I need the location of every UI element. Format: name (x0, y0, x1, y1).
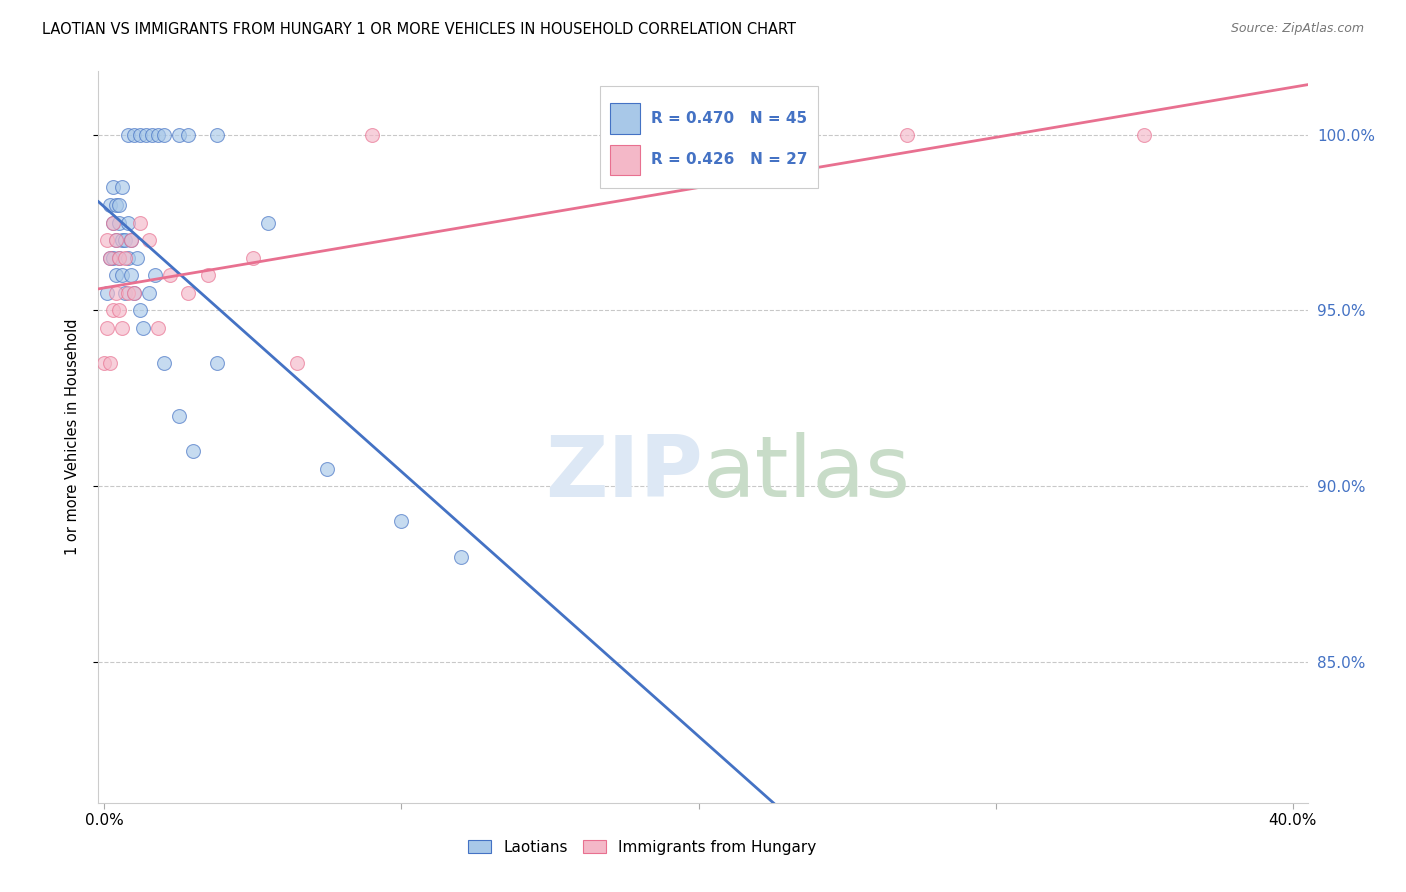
Point (122, 128, 145, 142)
Point (105, 268, 128, 283)
Point (93, 356, 115, 370)
Point (129, 128, 152, 142)
Point (129, 216, 152, 230)
Point (108, 251, 131, 265)
Point (197, 268, 219, 283)
Point (129, 303, 152, 318)
Point (108, 303, 131, 318)
Text: LAOTIAN VS IMMIGRANTS FROM HUNGARY 1 OR MORE VEHICLES IN HOUSEHOLD CORRELATION C: LAOTIAN VS IMMIGRANTS FROM HUNGARY 1 OR … (42, 22, 796, 37)
Point (96, 285, 118, 300)
Point (98, 251, 121, 265)
Point (108, 251, 131, 265)
Point (256, 216, 278, 230)
Point (122, 285, 145, 300)
FancyBboxPatch shape (610, 103, 640, 134)
Point (152, 128, 174, 142)
Point (391, 515, 413, 529)
Point (1133, 128, 1156, 142)
Point (176, 285, 198, 300)
Point (132, 321, 155, 335)
Point (450, 549, 472, 564)
Text: R = 0.426   N = 27: R = 0.426 N = 27 (651, 152, 807, 167)
Point (105, 233, 128, 247)
Point (167, 409, 190, 423)
Point (360, 128, 382, 142)
Point (114, 285, 136, 300)
Point (111, 233, 134, 247)
Point (120, 233, 142, 247)
Point (138, 285, 160, 300)
FancyBboxPatch shape (610, 145, 640, 175)
Point (108, 198, 131, 212)
Point (105, 233, 128, 247)
Point (117, 128, 139, 142)
Point (114, 251, 136, 265)
Point (143, 268, 166, 283)
Point (207, 356, 229, 370)
Point (117, 216, 139, 230)
Point (108, 216, 131, 230)
Legend: Laotians, Immigrants from Hungary: Laotians, Immigrants from Hungary (463, 834, 823, 861)
Point (114, 233, 136, 247)
Point (135, 128, 157, 142)
Point (117, 251, 139, 265)
Point (96, 233, 118, 247)
Point (120, 268, 142, 283)
Text: atlas: atlas (703, 432, 911, 516)
FancyBboxPatch shape (600, 86, 818, 188)
Point (896, 128, 918, 142)
Point (125, 251, 148, 265)
Point (316, 461, 339, 475)
Point (207, 128, 229, 142)
Point (105, 198, 128, 212)
Point (122, 285, 145, 300)
Point (96, 321, 118, 335)
Text: Source: ZipAtlas.com: Source: ZipAtlas.com (1230, 22, 1364, 36)
Point (152, 356, 174, 370)
Point (176, 128, 198, 142)
Point (98, 251, 121, 265)
Text: R = 0.470   N = 45: R = 0.470 N = 45 (651, 111, 807, 126)
Point (117, 285, 139, 300)
Y-axis label: 1 or more Vehicles in Household: 1 or more Vehicles in Household (65, 318, 80, 556)
Point (146, 128, 169, 142)
Point (98, 356, 121, 370)
Point (111, 321, 134, 335)
Point (98, 198, 121, 212)
Point (167, 128, 190, 142)
Point (103, 251, 125, 265)
Point (103, 303, 125, 318)
Point (242, 251, 264, 265)
Point (146, 321, 169, 335)
Point (103, 180, 125, 194)
Point (141, 128, 163, 142)
Text: ZIP: ZIP (546, 432, 703, 516)
Point (120, 233, 142, 247)
Point (111, 268, 134, 283)
Point (103, 216, 125, 230)
Point (287, 356, 309, 370)
Point (111, 180, 134, 194)
Point (183, 444, 205, 458)
Point (105, 285, 128, 300)
Point (103, 216, 125, 230)
Point (138, 233, 160, 247)
Point (159, 268, 181, 283)
